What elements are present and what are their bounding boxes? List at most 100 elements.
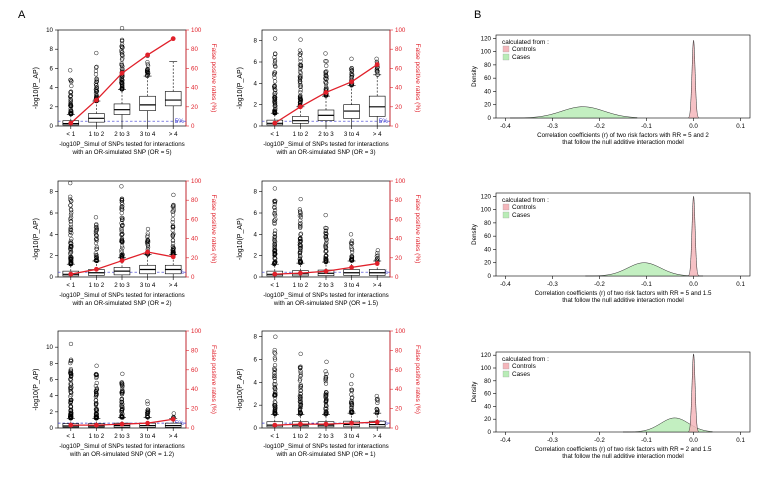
x-tick-label: 3 to 4 xyxy=(344,433,360,440)
y-tick-label: 4 xyxy=(50,231,54,238)
outlier-point xyxy=(145,60,150,65)
outlier-point xyxy=(68,398,74,403)
outlier-point xyxy=(298,239,303,244)
y2-tick-label: 100 xyxy=(191,27,202,34)
outlier-point xyxy=(94,387,99,393)
outlier-point xyxy=(272,238,277,243)
outlier-point xyxy=(272,110,277,115)
y-axis-label: -log10(P_AP) xyxy=(33,218,40,260)
outlier-point xyxy=(272,244,277,249)
outlier-point xyxy=(145,244,151,250)
outlier-point xyxy=(93,389,99,394)
outlier-point xyxy=(69,243,74,249)
outlier-point xyxy=(119,50,124,55)
x-tick-label: 0.0 xyxy=(689,281,698,288)
y-tick-label: 6 xyxy=(254,210,258,217)
outlier-point xyxy=(297,256,303,261)
y-tick-label: 2 xyxy=(254,402,258,409)
outlier-point xyxy=(298,65,303,70)
outlier-point xyxy=(298,56,303,61)
outlier-point xyxy=(323,259,328,264)
y2-tick-label: 40 xyxy=(191,85,198,92)
y2-tick-label: 40 xyxy=(395,386,402,393)
outlier-point xyxy=(68,373,74,379)
outlier-point xyxy=(68,415,73,420)
outlier-point xyxy=(94,255,99,260)
outlier-point xyxy=(272,386,277,391)
x-tick-label: -0.1 xyxy=(641,123,652,130)
x-tick-label: > 4 xyxy=(169,433,178,440)
outlier-point xyxy=(375,253,380,258)
x-tick-label: < 1 xyxy=(270,433,279,440)
outlier-point xyxy=(298,400,303,405)
outlier-point xyxy=(349,238,355,243)
y-tick-label: 80 xyxy=(484,62,491,69)
y-tick-label: 60 xyxy=(484,75,491,82)
outlier-point xyxy=(94,380,99,386)
outlier-point xyxy=(170,228,175,233)
outlier-point xyxy=(93,232,99,238)
outlier-point xyxy=(120,405,125,410)
outlier-point xyxy=(68,403,73,409)
outlier-point xyxy=(297,69,303,75)
y-tick-label: 20 xyxy=(484,416,491,423)
outlier-point xyxy=(272,367,278,373)
outlier-point xyxy=(298,351,303,356)
box-panel-3: 0 2 4 6 8 -log10(P_AP) 0 20 40 60 80 100 False posit… xyxy=(33,178,217,307)
y2-tick-label: 60 xyxy=(395,367,402,374)
outlier-point xyxy=(374,66,380,72)
outlier-point xyxy=(272,70,278,75)
y-tick-label: 100 xyxy=(481,49,492,56)
y2-tick-label: 0 xyxy=(395,123,399,130)
y-tick-label: 20 xyxy=(484,102,491,109)
y-tick-label: 6 xyxy=(50,210,54,217)
y-tick-label: 120 xyxy=(481,352,492,359)
outlier-point xyxy=(297,249,303,255)
outlier-point xyxy=(374,393,379,399)
outlier-point xyxy=(324,59,329,64)
outlier-point xyxy=(272,205,277,210)
outlier-point xyxy=(68,112,73,117)
outlier-point xyxy=(68,219,74,224)
outlier-point xyxy=(348,409,354,415)
y-tick-label: 0 xyxy=(488,273,492,280)
outlier-point xyxy=(120,402,125,407)
outlier-point xyxy=(297,48,303,53)
outlier-point xyxy=(323,377,328,382)
outlier-point xyxy=(272,211,277,217)
outlier-point xyxy=(298,382,303,387)
y-axis-label: -log10(P_AP) xyxy=(33,67,40,109)
outlier-point xyxy=(68,251,73,257)
y-tick-label: 10 xyxy=(46,27,53,34)
outlier-point xyxy=(119,210,124,216)
outlier-point xyxy=(68,229,73,234)
x-axis-label-line1: Correlation coefficients (r) of two risk… xyxy=(535,290,712,297)
outlier-point xyxy=(119,254,124,259)
fpr-point xyxy=(119,258,125,264)
outlier-point xyxy=(120,198,125,203)
outlier-point xyxy=(298,391,303,397)
legend-swatch-controls xyxy=(502,45,510,53)
outlier-point xyxy=(93,402,99,407)
x-tick-label: -0.4 xyxy=(500,281,511,288)
outlier-point xyxy=(272,75,277,80)
x-tick-label: -0.4 xyxy=(500,123,511,130)
y-tick-label: 8 xyxy=(254,334,258,341)
legend-label-cases: Cases xyxy=(512,371,530,378)
outlier-point xyxy=(69,414,74,419)
outlier-point xyxy=(323,369,328,374)
y-tick-label: 0 xyxy=(488,429,492,436)
x-tick-label: -0.4 xyxy=(500,437,511,444)
outlier-point xyxy=(273,90,278,96)
outlier-point xyxy=(119,248,124,253)
outlier-point xyxy=(324,69,329,74)
x-tick-label: < 1 xyxy=(66,131,75,138)
outlier-point xyxy=(69,382,74,387)
x-tick-label: -0.3 xyxy=(547,281,558,288)
x-axis-label-line1: -log10P_Simul of SNPs tested for interac… xyxy=(59,141,185,148)
outlier-point xyxy=(68,194,73,199)
legend-label-controls: Controls xyxy=(512,46,536,53)
outlier-point xyxy=(68,103,73,108)
outlier-point xyxy=(145,399,150,404)
outlier-point xyxy=(68,376,73,381)
